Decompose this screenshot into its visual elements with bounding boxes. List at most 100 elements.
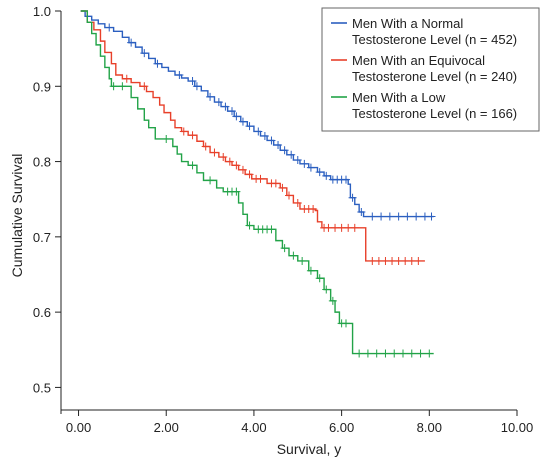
censor-mark — [350, 223, 359, 232]
censor-mark — [188, 161, 197, 170]
censor-mark — [285, 191, 293, 200]
censor-mark — [363, 349, 372, 358]
y-tick-label: 1.0 — [33, 4, 51, 19]
censor-mark — [412, 212, 421, 221]
censor-mark — [219, 153, 228, 162]
y-tick-label: 0.9 — [33, 79, 51, 94]
x-tick-label: 8.00 — [417, 420, 442, 435]
censor-mark — [394, 212, 403, 221]
censor-mark — [105, 23, 114, 32]
censor-mark — [127, 38, 136, 47]
censor-mark — [267, 136, 276, 145]
censor-mark — [399, 349, 407, 358]
censor-mark — [377, 212, 386, 221]
censor-mark — [232, 161, 241, 170]
censor-mark — [238, 117, 247, 126]
censor-mark — [179, 127, 188, 136]
censor-mark — [188, 131, 197, 140]
legend-label: Men With a Normal — [352, 16, 463, 31]
censor-mark — [355, 349, 364, 358]
censor-mark — [238, 165, 247, 174]
legend-label: Testosterone Level (n = 452) — [352, 32, 517, 47]
censor-mark — [414, 256, 423, 265]
censor-mark — [214, 98, 223, 107]
censor-mark — [306, 163, 315, 172]
censor-mark — [357, 208, 366, 217]
x-tick-label: 2.00 — [154, 420, 179, 435]
censor-mark — [390, 349, 399, 358]
censor-mark — [287, 150, 296, 159]
censor-mark — [315, 274, 324, 283]
censor-mark — [416, 349, 425, 358]
censor-mark — [140, 49, 149, 58]
censor-mark — [427, 212, 436, 221]
censor-mark — [206, 92, 215, 101]
censor-mark — [245, 221, 254, 230]
censor-mark — [245, 122, 254, 131]
censor-mark — [342, 319, 350, 328]
censor-mark — [201, 142, 210, 151]
censor-mark — [228, 107, 236, 116]
censor-mark — [188, 77, 197, 86]
x-tick-label: 10.00 — [501, 420, 534, 435]
y-axis-title: Cumulative Survival — [9, 154, 25, 278]
y-tick-label: 0.8 — [33, 155, 51, 170]
series-layer — [80, 10, 436, 358]
censor-mark — [221, 102, 230, 111]
censor-mark — [232, 187, 241, 196]
survival-curve — [80, 10, 425, 262]
censor-mark — [372, 349, 381, 358]
x-tick-label: 6.00 — [329, 420, 354, 435]
censor-mark — [109, 82, 118, 91]
censor-mark — [118, 82, 127, 91]
y-tick-label: 0.5 — [33, 380, 51, 395]
legend-label: Men With an Equivocal — [352, 53, 485, 68]
censor-mark — [385, 212, 394, 221]
censor-mark — [306, 266, 315, 275]
censor-mark — [315, 168, 324, 177]
x-tick-label: 0.00 — [66, 420, 91, 435]
censor-mark — [210, 148, 219, 157]
censor-mark — [280, 244, 289, 253]
censor-mark — [425, 349, 434, 358]
x-tick-label: 4.00 — [241, 420, 266, 435]
censor-mark — [342, 175, 350, 184]
legend-label: Men With a Low — [352, 90, 446, 105]
censor-mark — [322, 171, 331, 180]
censor-mark — [309, 204, 318, 213]
censor-mark — [407, 349, 416, 358]
censor-mark — [278, 183, 287, 192]
x-axis-title: Survival, y — [277, 441, 342, 457]
censor-mark — [192, 82, 201, 91]
censor-mark — [256, 174, 265, 183]
censor-mark — [274, 141, 283, 150]
censor-mark — [381, 349, 390, 358]
series-group — [80, 10, 436, 221]
censor-mark — [298, 256, 307, 265]
censor-mark — [260, 131, 269, 140]
censor-mark — [328, 296, 337, 305]
censor-mark — [122, 74, 131, 83]
censor-mark — [175, 70, 184, 79]
series-group — [80, 10, 425, 265]
censor-mark — [322, 285, 331, 294]
censor-mark — [348, 193, 357, 202]
censor-mark — [293, 156, 302, 165]
legend-label: Testosterone Level (n = 240) — [352, 69, 517, 84]
y-tick-label: 0.7 — [33, 230, 51, 245]
censor-mark — [232, 112, 241, 121]
legend-label: Testosterone Level (n = 166) — [352, 106, 517, 121]
censor-mark — [153, 59, 162, 68]
censor-mark — [206, 176, 215, 185]
censor-mark — [254, 127, 263, 136]
censor-mark — [300, 159, 309, 168]
censor-mark — [280, 146, 289, 155]
series-group — [80, 10, 434, 358]
censor-mark — [368, 212, 377, 221]
censor-mark — [271, 179, 280, 188]
censor-mark — [267, 225, 276, 234]
censor-mark — [225, 157, 234, 166]
